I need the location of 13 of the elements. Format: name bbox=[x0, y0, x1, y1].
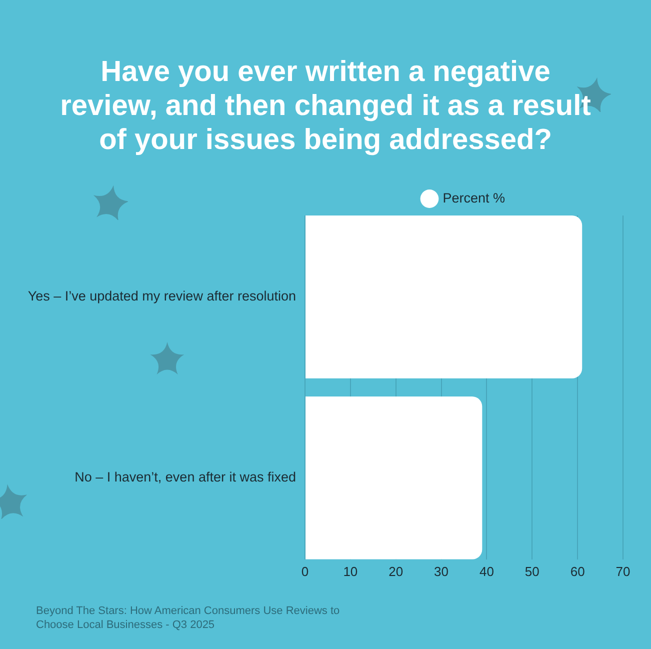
chart-title: Have you ever written a negative review, and then changed it as a result of your issues being addressed? bbox=[59, 55, 592, 157]
y-tick-label: No – I haven’t, even after it was fixed bbox=[74, 470, 296, 485]
x-tick-label: 40 bbox=[479, 564, 494, 579]
x-tick-label: 50 bbox=[524, 564, 540, 579]
x-tick-label: 0 bbox=[301, 564, 309, 579]
x-tick-label: 70 bbox=[616, 564, 630, 579]
x-tick-label: 30 bbox=[434, 564, 449, 579]
x-tick-label: 20 bbox=[388, 564, 404, 579]
x-tick-label: 60 bbox=[570, 564, 585, 579]
x-tick-label: 10 bbox=[343, 564, 358, 579]
text: Beyond The Stars: How American Consumers Use Reviews to Choose Local Businesses - Q3 2025 bbox=[36, 604, 341, 632]
legend-label: Percent % bbox=[442, 190, 506, 206]
y-tick-label: Yes – I’ve updated my review after resolution bbox=[28, 288, 296, 304]
